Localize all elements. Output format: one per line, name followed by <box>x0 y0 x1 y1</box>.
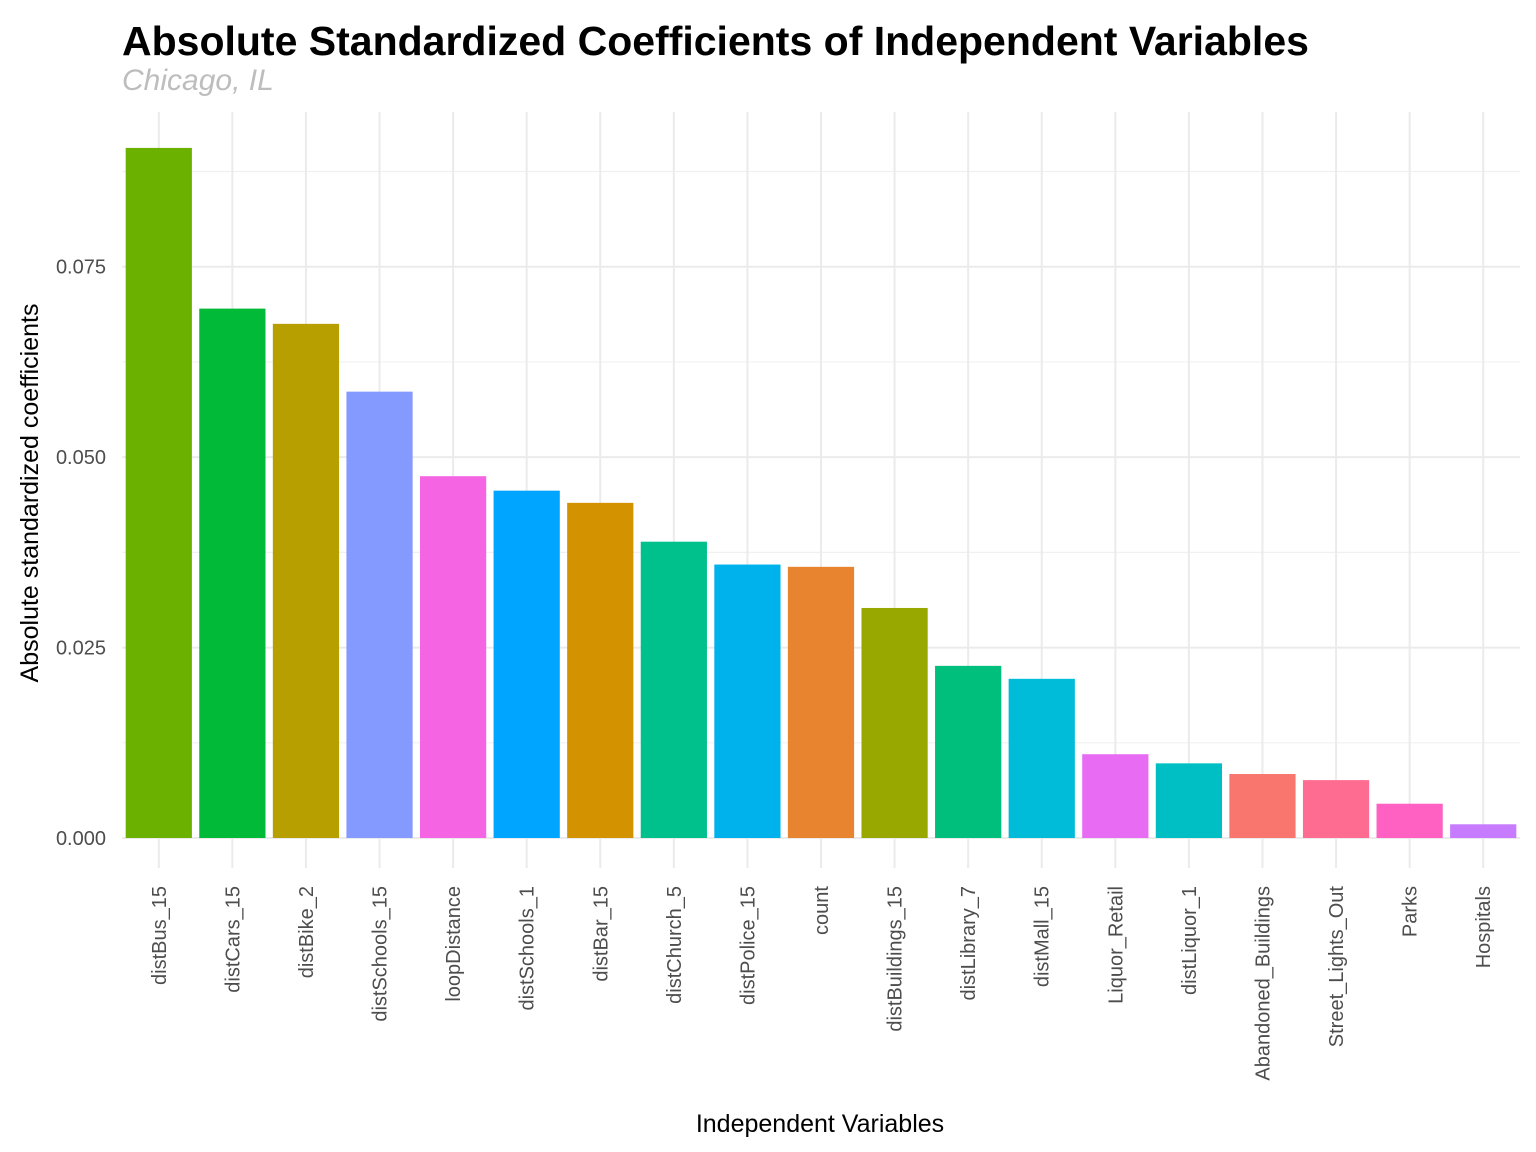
bar-distBus_15 <box>125 147 192 839</box>
x-tick-label: distSchools_1 <box>517 886 539 1011</box>
y-tick-label: 0.050 <box>56 447 106 469</box>
bar-distLibrary_7 <box>935 665 1002 838</box>
x-tick-label: distSchools_15 <box>370 886 392 1022</box>
x-tick-label: distLibrary_7 <box>958 886 980 1001</box>
bar-Liquor_Retail <box>1082 754 1149 838</box>
chart-title: Absolute Standardized Coefficients of In… <box>122 18 1309 64</box>
x-tick-label: distLiquor_1 <box>1179 886 1201 995</box>
y-tick-layer: 0.000 0.025 0.050 0.075 <box>56 257 106 850</box>
bar-Parks <box>1376 803 1443 838</box>
y-tick-label: 0.025 <box>56 638 106 660</box>
bar-Abandoned_Buildings <box>1229 774 1296 838</box>
bar-distLiquor_1 <box>1155 763 1223 838</box>
chart-subtitle: Chicago, IL <box>122 64 274 97</box>
bar-loopDistance <box>419 476 487 838</box>
x-tick-label: distBar_15 <box>590 886 612 982</box>
x-tick-label: Hospitals <box>1473 886 1495 968</box>
x-tick-label: Street_Lights_Out <box>1326 886 1348 1048</box>
bar-distChurch_5 <box>640 541 707 838</box>
x-tick-label: distMall_15 <box>1032 886 1054 987</box>
bar-distCars_15 <box>199 308 266 838</box>
x-tick-label: distPolice_15 <box>737 886 759 1005</box>
bar-distBuildings_15 <box>861 607 928 838</box>
bar-Street_Lights_Out <box>1302 780 1370 838</box>
bar-distPolice_15 <box>714 564 781 838</box>
x-tick-label: Liquor_Retail <box>1105 886 1127 1004</box>
bar-layer <box>125 147 1517 839</box>
y-tick-label: 0.000 <box>56 828 106 850</box>
bar-count <box>787 566 855 838</box>
x-tick-layer: distBus_15 distCars_15 distBike_2 distSchoo… <box>149 886 1495 1081</box>
bar-distBike_2 <box>272 323 340 838</box>
bar-distMall_15 <box>1008 678 1075 838</box>
bar-distSchools_15 <box>346 391 413 838</box>
x-tick-label: loopDistance <box>443 886 465 1002</box>
x-tick-label: distBuildings_15 <box>885 886 907 1032</box>
x-tick-label: distBus_15 <box>149 886 171 985</box>
bar-distBar_15 <box>567 502 634 838</box>
x-tick-label: Parks <box>1400 886 1422 937</box>
x-tick-label: distChurch_5 <box>664 886 686 1004</box>
y-axis-title: Absolute standardized coefficients <box>16 304 44 683</box>
bar-Hospitals <box>1450 824 1517 838</box>
x-tick-label: Abandoned_Buildings <box>1252 886 1274 1081</box>
x-tick-label: distCars_15 <box>222 886 244 993</box>
x-axis-title: Independent Variables <box>696 1110 944 1138</box>
y-tick-label: 0.075 <box>56 257 106 279</box>
bar-distSchools_1 <box>493 490 560 838</box>
x-tick-label: distBike_2 <box>296 886 318 978</box>
x-tick-label: count <box>811 886 833 935</box>
